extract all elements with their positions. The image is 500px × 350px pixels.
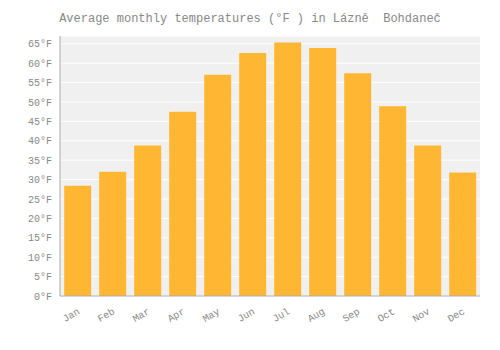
svg-text:60°F: 60°F: [28, 59, 52, 70]
svg-text:5°F: 5°F: [34, 272, 52, 283]
svg-text:55°F: 55°F: [28, 78, 52, 89]
svg-text:Jul: Jul: [271, 306, 292, 325]
svg-text:Dec: Dec: [446, 306, 467, 325]
svg-text:Nov: Nov: [411, 306, 432, 325]
svg-text:Feb: Feb: [96, 306, 117, 325]
svg-text:Oct: Oct: [376, 306, 397, 325]
svg-text:25°F: 25°F: [28, 195, 52, 206]
svg-text:35°F: 35°F: [28, 156, 52, 167]
svg-text:Jun: Jun: [236, 306, 257, 325]
html-text:Average monthly temperatures (: Average monthly temperatures (°F ) in Lá…: [59, 12, 441, 26]
svg-text:Aug: Aug: [306, 306, 327, 325]
svg-text:Mar: Mar: [131, 306, 152, 325]
svg-text:Sep: Sep: [341, 306, 362, 325]
svg-text:30°F: 30°F: [28, 175, 52, 186]
svg-text:Jan: Jan: [61, 306, 82, 325]
svg-text:50°F: 50°F: [28, 98, 52, 109]
svg-text:0°F: 0°F: [34, 292, 52, 303]
svg-text:10°F: 10°F: [28, 253, 52, 264]
svg-text:20°F: 20°F: [28, 214, 52, 225]
svg-text:45°F: 45°F: [28, 117, 52, 128]
svg-text:Apr: Apr: [166, 306, 187, 325]
svg-text:65°F: 65°F: [28, 39, 52, 50]
svg-text:40°F: 40°F: [28, 136, 52, 147]
svg-text:May: May: [201, 306, 222, 325]
svg-text:15°F: 15°F: [28, 233, 52, 244]
